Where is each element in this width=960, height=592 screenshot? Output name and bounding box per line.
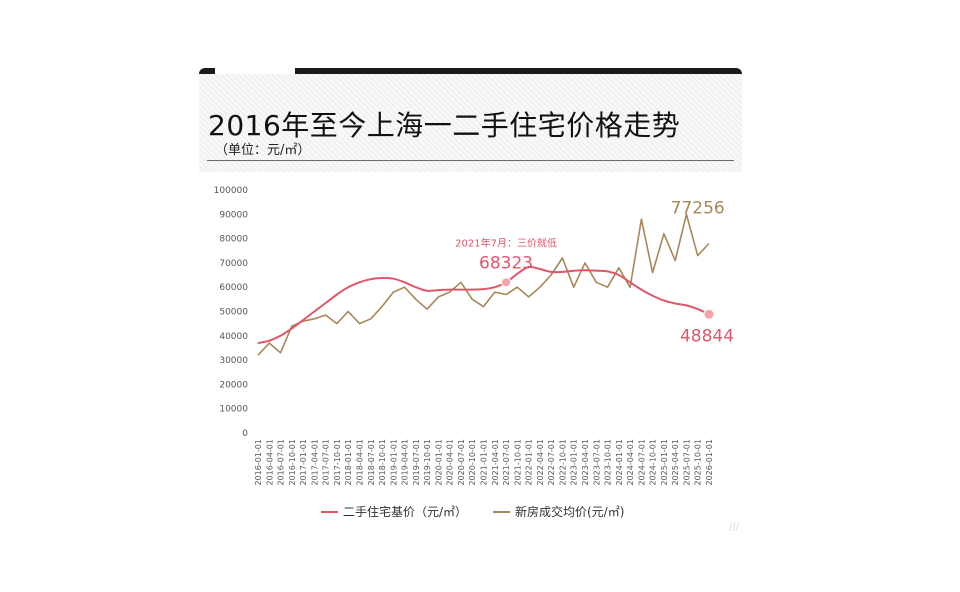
x-tick-label: 2023-01-01 [570,439,579,486]
y-tick-label: 70000 [219,259,248,269]
header-hatched-background [199,74,742,172]
x-tick-label: 2016-07-01 [277,439,286,486]
annotation-value: 68323 [479,253,533,273]
card-top-bar [199,68,742,74]
legend-entry: 二手住宅基价（元/㎡） [343,504,467,519]
watermark: /// [728,522,739,533]
x-tick-label: 2024-01-01 [615,439,624,486]
x-tick-label: 2016-10-01 [288,439,297,486]
annotation-marker [703,308,715,320]
x-tick-label: 2017-04-01 [310,439,319,486]
x-tick-label: 2020-04-01 [446,439,455,486]
y-tick-label: 100000 [214,186,249,196]
annotation-value: 48844 [680,326,734,346]
price-line-chart: 0 10000 20000 30000 40000 50000 60000 70000 8000… [214,186,734,519]
x-tick-label: 2020-07-01 [457,439,466,486]
y-tick-label: 60000 [219,283,248,293]
x-tick-label: 2022-10-01 [558,439,567,486]
header-divider [207,160,734,161]
legend-entry: 新房成交均价(元/㎡) [515,504,624,519]
x-tick-label: 2018-04-01 [355,439,364,486]
x-tick-label: 2018-01-01 [344,439,353,486]
y-tick-label: 20000 [219,380,248,390]
x-tick-label: 2016-04-01 [265,439,274,486]
x-tick-label: 2025-01-01 [660,439,669,486]
x-tick-label: 2018-07-01 [367,439,376,486]
x-tick-label: 2023-07-01 [592,439,601,486]
chart-card: 2016年至今上海一二手住宅价格走势 （单位：元/㎡） 0 10000 20000 3… [199,68,742,540]
y-tick-label: 40000 [219,332,248,342]
y-tick-label: 0 [242,429,248,439]
chart-unit-subtitle: （单位：元/㎡） [215,143,311,158]
x-tick-label: 2026-01-01 [705,439,714,486]
x-tick-label: 2021-01-01 [480,439,489,486]
x-tick-label: 2023-10-01 [604,439,613,486]
x-tick-label: 2024-07-01 [637,439,646,486]
annotation-label: 2021年7月：三价就低 [455,236,557,249]
x-tick-label: 2017-07-01 [322,439,331,486]
resale-price-line [257,265,710,345]
new-home-price-line [257,213,710,356]
x-tick-label: 2018-10-01 [378,439,387,486]
y-tick-label: 30000 [219,356,248,366]
y-tick-label: 90000 [219,210,248,220]
x-tick-label: 2024-10-01 [649,439,658,486]
x-tick-label: 2019-04-01 [401,439,410,486]
x-tick-label: 2025-07-01 [682,439,691,486]
annotation-value: 77256 [671,199,725,219]
annotation-marker [501,277,512,288]
plot-panel: 0 10000 20000 30000 40000 50000 60000 70000 8000… [203,172,738,532]
x-tick-label: 2019-07-01 [412,439,421,486]
chart-title: 2016年至今上海一二手住宅价格走势 [208,109,681,142]
x-tick-label: 2024-04-01 [626,439,635,486]
x-tick-label: 2020-01-01 [434,439,443,486]
x-tick-label: 2022-07-01 [547,439,556,486]
card-top-bar-mask [215,68,295,74]
x-tick-label: 2022-04-01 [536,439,545,486]
x-tick-label: 2021-10-01 [513,439,522,486]
y-tick-label: 80000 [219,235,248,245]
x-tick-label: 2019-10-01 [423,439,432,486]
x-tick-label: 2021-07-01 [502,439,511,486]
x-tick-label: 2021-04-01 [491,439,500,486]
x-tick-label: 2017-01-01 [299,439,308,486]
x-tick-label: 2025-04-01 [671,439,680,486]
x-tick-label: 2016-01-01 [254,439,263,486]
x-tick-label: 2019-01-01 [389,439,398,486]
x-tick-label: 2025-10-01 [694,439,703,486]
x-tick-label: 2017-10-01 [333,439,342,486]
y-tick-label: 10000 [219,405,248,415]
x-tick-label: 2023-04-01 [581,439,590,486]
x-tick-label: 2020-10-01 [468,439,477,486]
y-tick-label: 50000 [219,308,248,318]
x-tick-label: 2022-01-01 [525,439,534,486]
